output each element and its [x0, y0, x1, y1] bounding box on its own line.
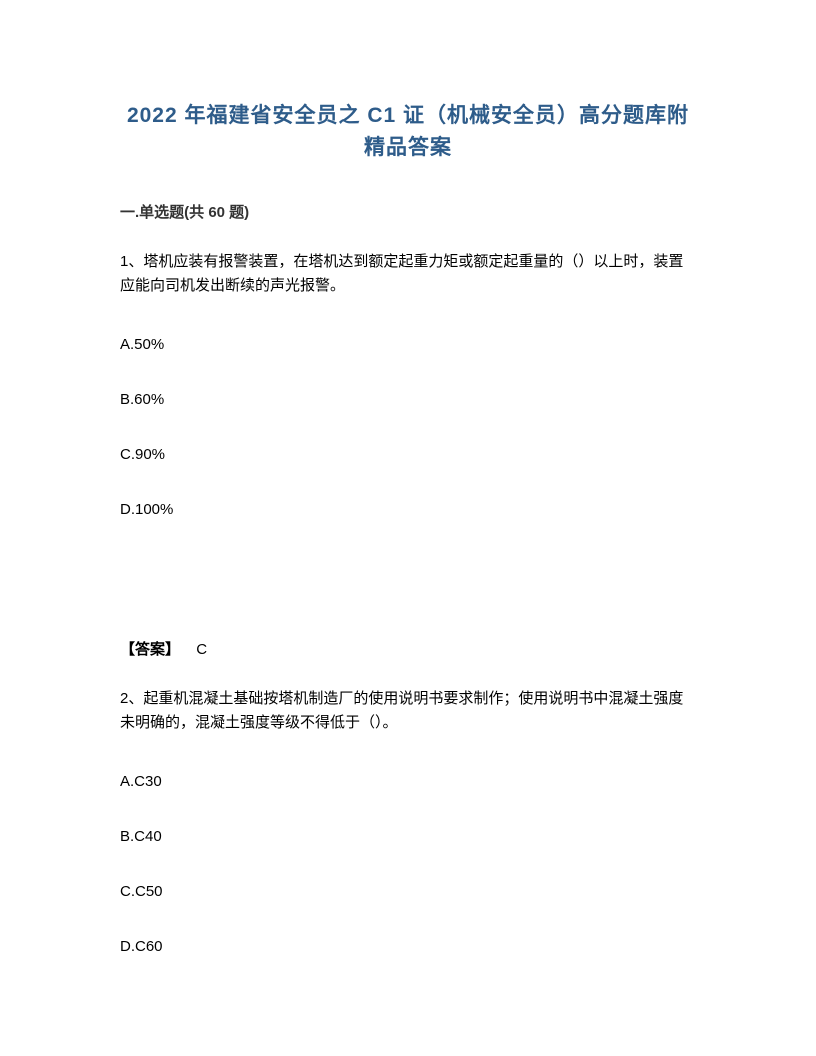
question-1-answer: 【答案】 C — [120, 638, 696, 659]
question-1-option-d: D.100% — [120, 501, 696, 518]
document-title: 2022 年福建省安全员之 C1 证（机械安全员）高分题库附精品答案 — [120, 100, 696, 163]
question-1-text: 1、塔机应装有报警装置，在塔机达到额定起重力矩或额定起重量的（）以上时，装置应能… — [120, 250, 696, 298]
question-2-option-d: D.C60 — [120, 938, 696, 955]
answer-label: 【答案】 — [120, 641, 180, 658]
answer-value: C — [196, 641, 207, 658]
question-2-option-c: C.C50 — [120, 883, 696, 900]
question-1-option-a: A.50% — [120, 336, 696, 353]
section-header: 一.单选题(共 60 题) — [120, 201, 696, 222]
question-2-option-a: A.C30 — [120, 773, 696, 790]
question-2-option-b: B.C40 — [120, 828, 696, 845]
question-1-option-c: C.90% — [120, 446, 696, 463]
question-2-text: 2、起重机混凝土基础按塔机制造厂的使用说明书要求制作；使用说明书中混凝土强度未明… — [120, 687, 696, 735]
question-1-option-b: B.60% — [120, 391, 696, 408]
